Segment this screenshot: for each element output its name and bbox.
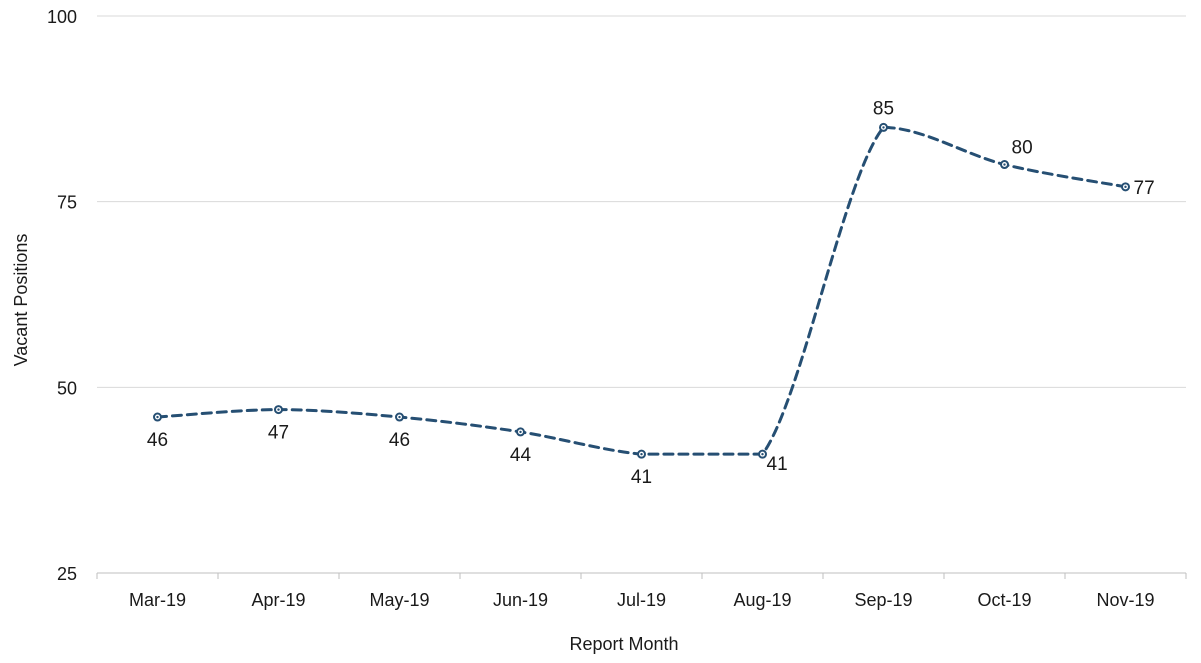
y-axis: 25 50 75 100 xyxy=(47,7,77,584)
y-tick-label: 25 xyxy=(57,564,77,584)
x-axis: Mar-19 Apr-19 May-19 Jun-19 Jul-19 Aug-19 Sep-… xyxy=(96,573,1187,610)
x-tick-label: Apr-19 xyxy=(251,590,305,610)
y-tick-label: 75 xyxy=(57,193,77,213)
data-label: 47 xyxy=(268,423,289,444)
y-axis-title: Vacant Positions xyxy=(11,234,31,367)
series-line xyxy=(156,125,1127,456)
data-point-center xyxy=(1003,163,1006,166)
data-label: 85 xyxy=(873,98,894,119)
data-label: 80 xyxy=(1012,138,1033,159)
x-axis-title: Report Month xyxy=(569,634,678,654)
data-point-center xyxy=(640,452,643,456)
data-label: 46 xyxy=(389,430,410,451)
data-labels: 46 47 46 44 41 41 85 80 77 xyxy=(147,98,1155,488)
data-label: 77 xyxy=(1134,178,1155,199)
x-tick-label: Sep-19 xyxy=(854,590,912,610)
series-layer xyxy=(153,122,1130,459)
data-point-center xyxy=(277,408,280,411)
x-tick-label: Nov-19 xyxy=(1096,590,1154,610)
y-tick-label: 50 xyxy=(57,378,77,398)
x-tick-label: Aug-19 xyxy=(733,590,791,610)
data-point-center xyxy=(882,126,885,129)
gridlines xyxy=(97,15,1186,574)
data-point-center xyxy=(1124,185,1127,189)
x-tick-label: Mar-19 xyxy=(129,590,186,610)
data-label: 46 xyxy=(147,430,168,451)
x-tick-label: Oct-19 xyxy=(977,590,1031,610)
data-label: 41 xyxy=(631,467,652,488)
data-label: 41 xyxy=(767,454,788,475)
data-point-center xyxy=(761,452,764,456)
x-tick-label: Jun-19 xyxy=(493,590,548,610)
data-label: 44 xyxy=(510,445,532,466)
data-point-center xyxy=(156,415,159,419)
x-tick-label: Jul-19 xyxy=(617,590,666,610)
x-tick-label: May-19 xyxy=(369,590,429,610)
y-tick-label: 100 xyxy=(47,7,77,27)
data-point-center xyxy=(398,415,401,419)
data-point-center xyxy=(519,430,522,434)
